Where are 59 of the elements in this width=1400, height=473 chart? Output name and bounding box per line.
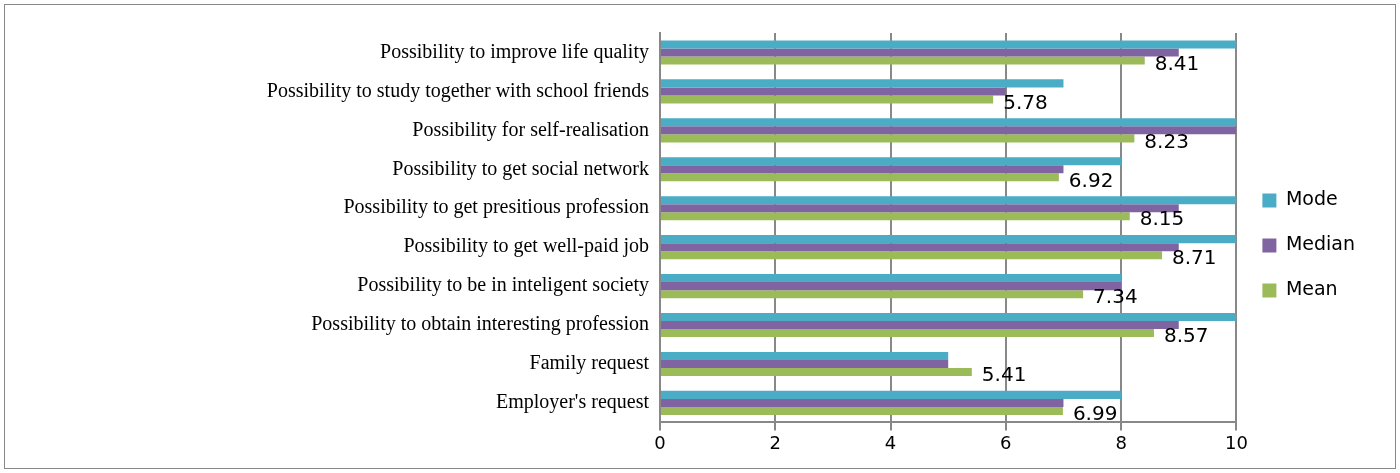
bar bbox=[661, 251, 1163, 260]
data-label: 7.34 bbox=[1093, 284, 1138, 309]
y-tick-label: Possibility to get social network bbox=[392, 156, 649, 180]
bar bbox=[661, 321, 1179, 330]
x-tick-label: 4 bbox=[884, 431, 897, 453]
bar bbox=[661, 126, 1237, 135]
y-tick-label: Possibility to improve life quality bbox=[380, 39, 649, 63]
data-label: 6.92 bbox=[1068, 167, 1114, 192]
bar bbox=[661, 204, 1179, 213]
data-label: 8.41 bbox=[1154, 50, 1200, 75]
y-tick-label: Possibility to get presitious profession bbox=[343, 195, 649, 219]
bar bbox=[661, 48, 1179, 57]
bar bbox=[661, 40, 1237, 49]
bar bbox=[661, 235, 1237, 244]
data-label: 5.41 bbox=[981, 362, 1027, 387]
y-tick-label: Possibility to be in inteligent society bbox=[357, 273, 649, 297]
data-label: 5.78 bbox=[1003, 89, 1048, 114]
x-tick-label: 8 bbox=[1115, 431, 1127, 453]
bar bbox=[661, 118, 1237, 127]
bar bbox=[661, 56, 1145, 65]
y-tick-label: Possibility to obtain interesting profession bbox=[311, 312, 649, 336]
data-label: 8.23 bbox=[1144, 128, 1189, 153]
data-label: 8.15 bbox=[1139, 206, 1185, 231]
bar bbox=[661, 368, 972, 377]
bar bbox=[661, 157, 1122, 166]
bar bbox=[661, 406, 1063, 415]
bar bbox=[661, 165, 1064, 174]
x-tick-label: 10 bbox=[1224, 431, 1248, 453]
bar bbox=[661, 312, 1237, 322]
y-tick-label: Employer's request bbox=[495, 390, 650, 414]
x-tick-label: 0 bbox=[654, 431, 666, 453]
bar bbox=[661, 351, 949, 360]
bar bbox=[661, 274, 1122, 283]
bar bbox=[661, 282, 1122, 291]
bar bbox=[661, 212, 1130, 221]
data-label: 6.99 bbox=[1072, 401, 1118, 426]
bar bbox=[661, 173, 1059, 182]
bar bbox=[661, 87, 1006, 96]
x-tick-label: 6 bbox=[1000, 431, 1012, 453]
y-tick-label: Possibility to get well-paid job bbox=[403, 234, 649, 258]
legend-label: Mode bbox=[1285, 187, 1338, 210]
bar bbox=[661, 134, 1135, 143]
legend-label: Median bbox=[1285, 232, 1355, 255]
y-tick-label: Possibility to study together with school friends bbox=[266, 78, 650, 102]
bar bbox=[661, 243, 1179, 252]
bar bbox=[661, 390, 1122, 399]
bar bbox=[661, 196, 1237, 205]
bar bbox=[661, 95, 994, 104]
data-label: 8.57 bbox=[1163, 323, 1209, 348]
bar bbox=[661, 359, 949, 369]
bar bbox=[661, 290, 1084, 299]
x-tick-label: 2 bbox=[769, 431, 782, 453]
data-label: 8.71 bbox=[1172, 245, 1217, 270]
y-tick-label: Family request bbox=[529, 351, 650, 375]
legend-label: Mean bbox=[1285, 277, 1338, 300]
bar bbox=[661, 79, 1064, 88]
bar bbox=[661, 329, 1154, 338]
y-tick-label: Possibility for self-realisation bbox=[412, 117, 649, 141]
bar bbox=[661, 398, 1064, 407]
